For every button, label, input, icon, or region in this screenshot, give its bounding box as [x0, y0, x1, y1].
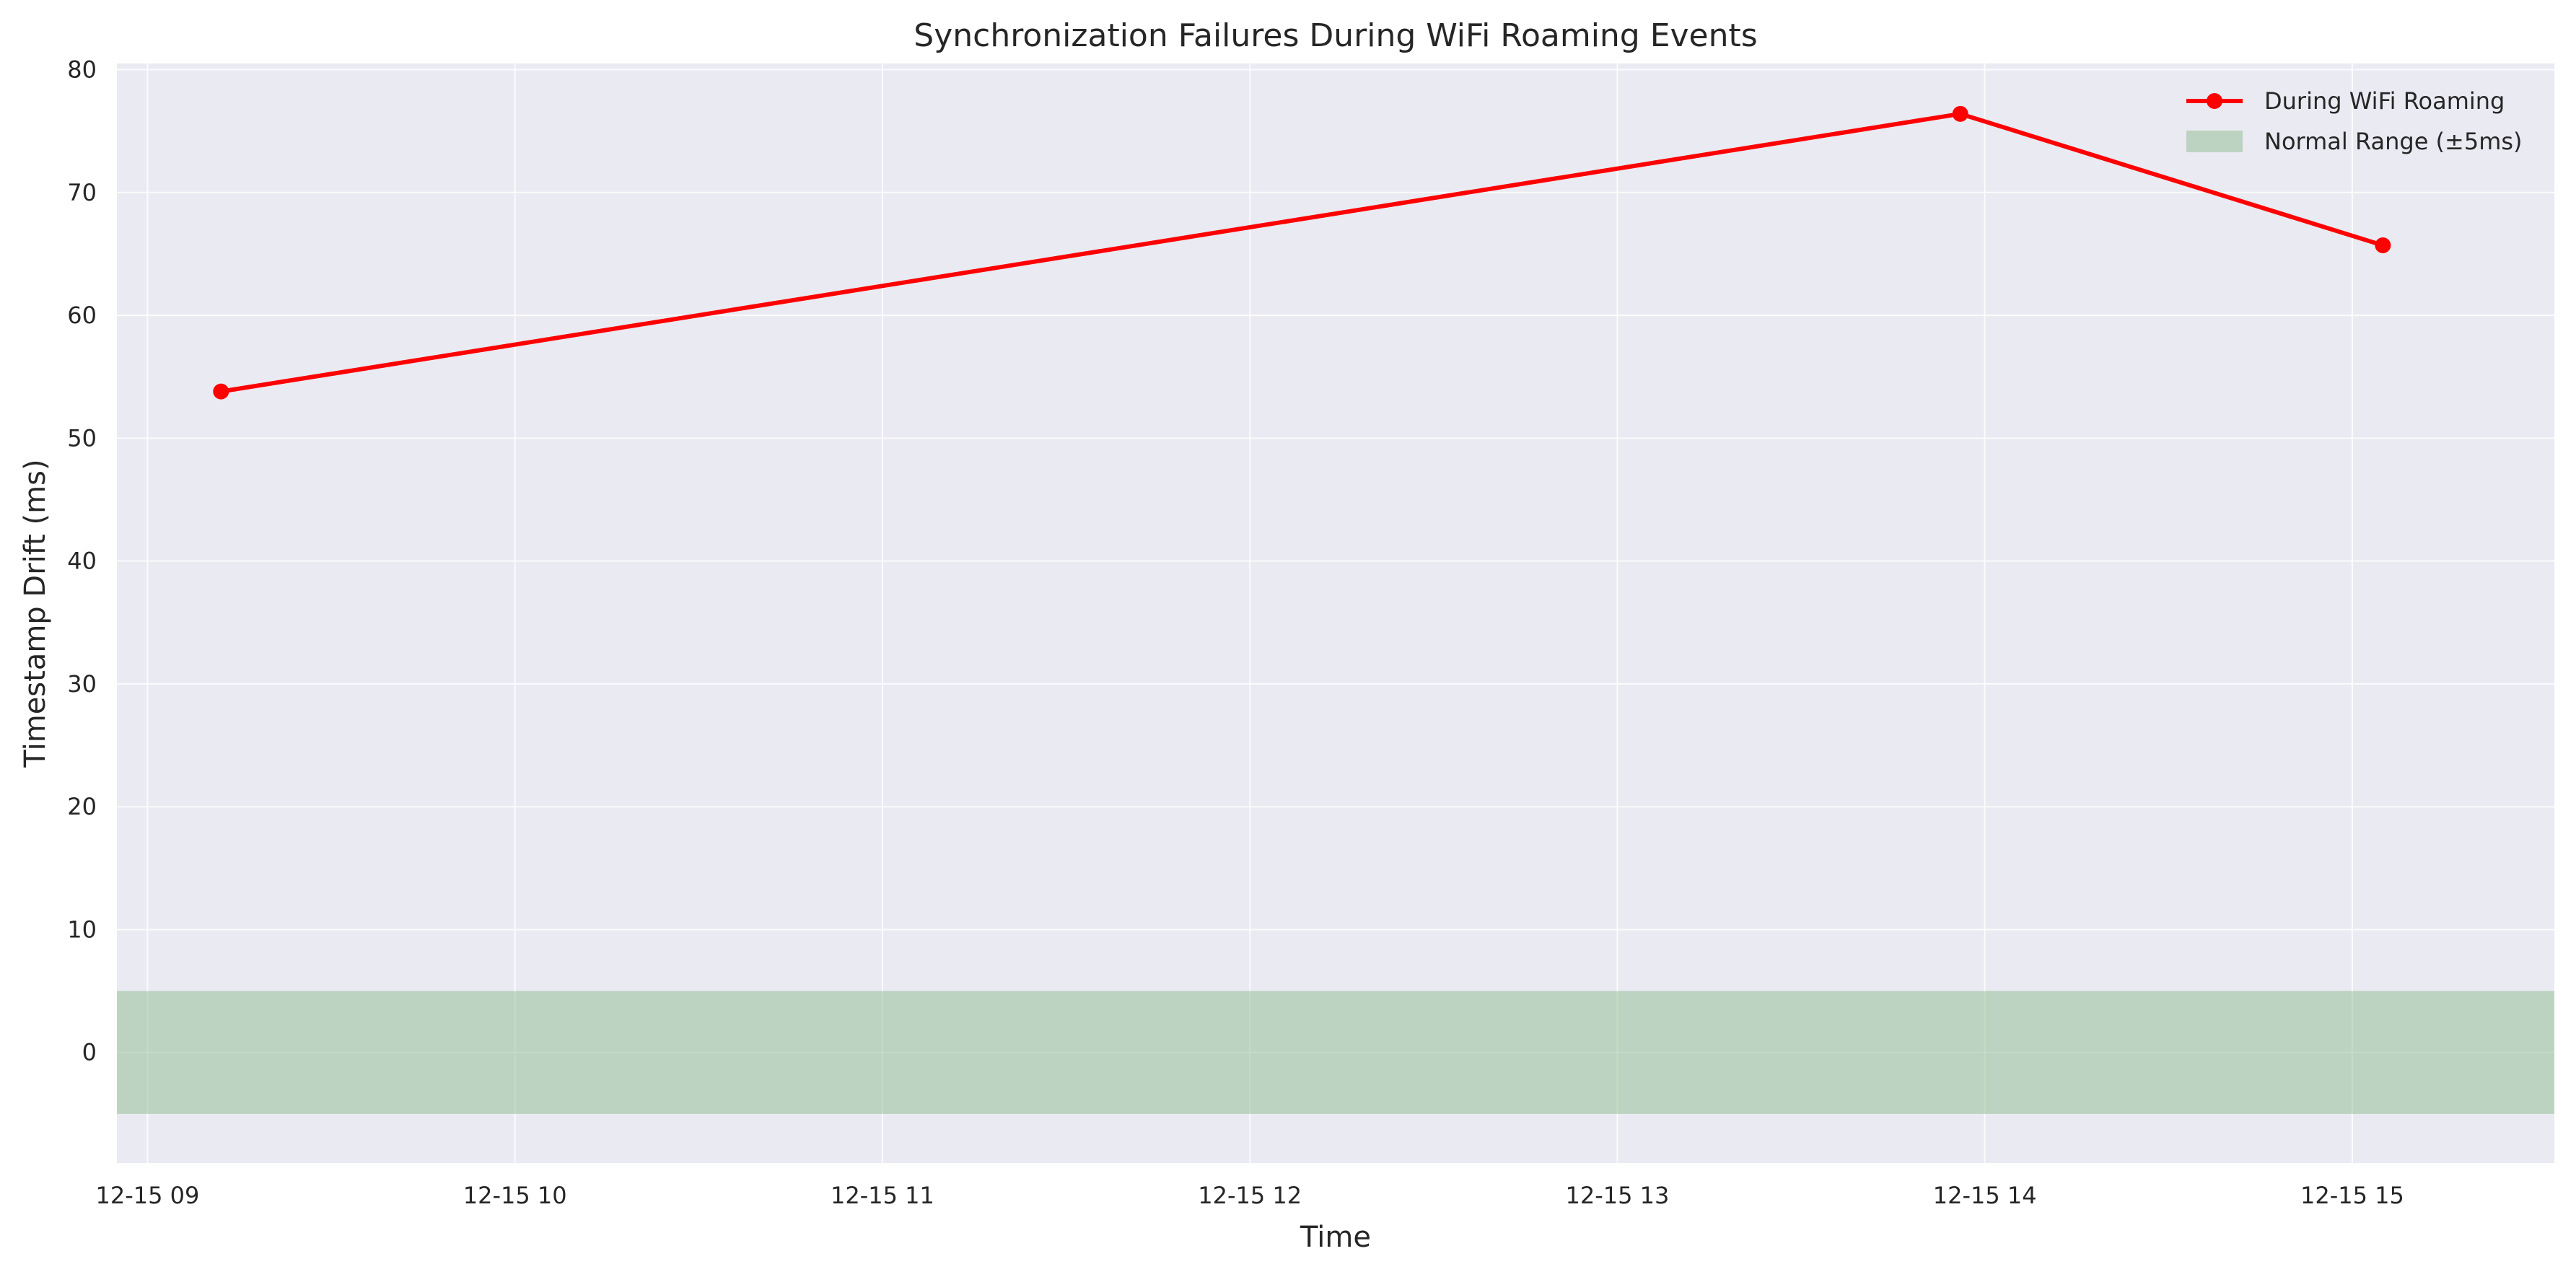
x-tick-label: 12-15 12 — [1198, 1182, 1302, 1209]
legend-band-swatch — [2186, 131, 2243, 152]
grid-lines — [117, 63, 2554, 1163]
x-tick-label: 12-15 13 — [1565, 1182, 1669, 1209]
y-tick-label: 40 — [67, 548, 97, 575]
legend: During WiFi Roaming Normal Range (±5ms) — [2186, 87, 2523, 155]
x-axis-label: Time — [1300, 1221, 1371, 1254]
y-tick-label: 20 — [67, 793, 97, 820]
y-axis-label: Timestamp Drift (ms) — [19, 459, 52, 768]
y-tick-label: 50 — [67, 424, 97, 452]
y-axis-ticks: 0 10 20 30 40 50 60 70 80 — [67, 56, 97, 1066]
y-tick-label: 10 — [67, 916, 97, 943]
normal-range-bands — [117, 991, 2554, 1114]
y-tick-label: 60 — [67, 302, 97, 329]
plot-area — [117, 63, 2554, 1163]
data-point-marker — [213, 383, 229, 400]
y-tick-label: 70 — [67, 179, 97, 206]
data-point-marker — [1952, 105, 1968, 122]
x-tick-label: 12-15 09 — [95, 1182, 199, 1209]
x-tick-label: 12-15 14 — [1933, 1182, 2037, 1209]
data-point-marker — [2375, 237, 2391, 254]
x-tick-label: 12-15 10 — [463, 1182, 567, 1209]
legend-label-normal-range: Normal Range (±5ms) — [2264, 128, 2523, 155]
chart-title: Synchronization Failures During WiFi Roa… — [914, 17, 1757, 54]
normal-range-band — [117, 991, 2554, 1114]
legend-marker — [2207, 93, 2222, 109]
x-tick-label: 12-15 15 — [2300, 1182, 2404, 1209]
y-tick-label: 0 — [82, 1039, 97, 1066]
x-tick-label: 12-15 11 — [831, 1182, 934, 1209]
series-lines — [213, 105, 2391, 400]
legend-label-roaming: During WiFi Roaming — [2264, 87, 2505, 115]
y-tick-label: 30 — [67, 670, 97, 698]
x-axis-ticks: 12-15 09 12-15 10 12-15 11 12-15 12 12-15 13… — [95, 1182, 2404, 1209]
y-tick-label: 80 — [67, 56, 97, 84]
